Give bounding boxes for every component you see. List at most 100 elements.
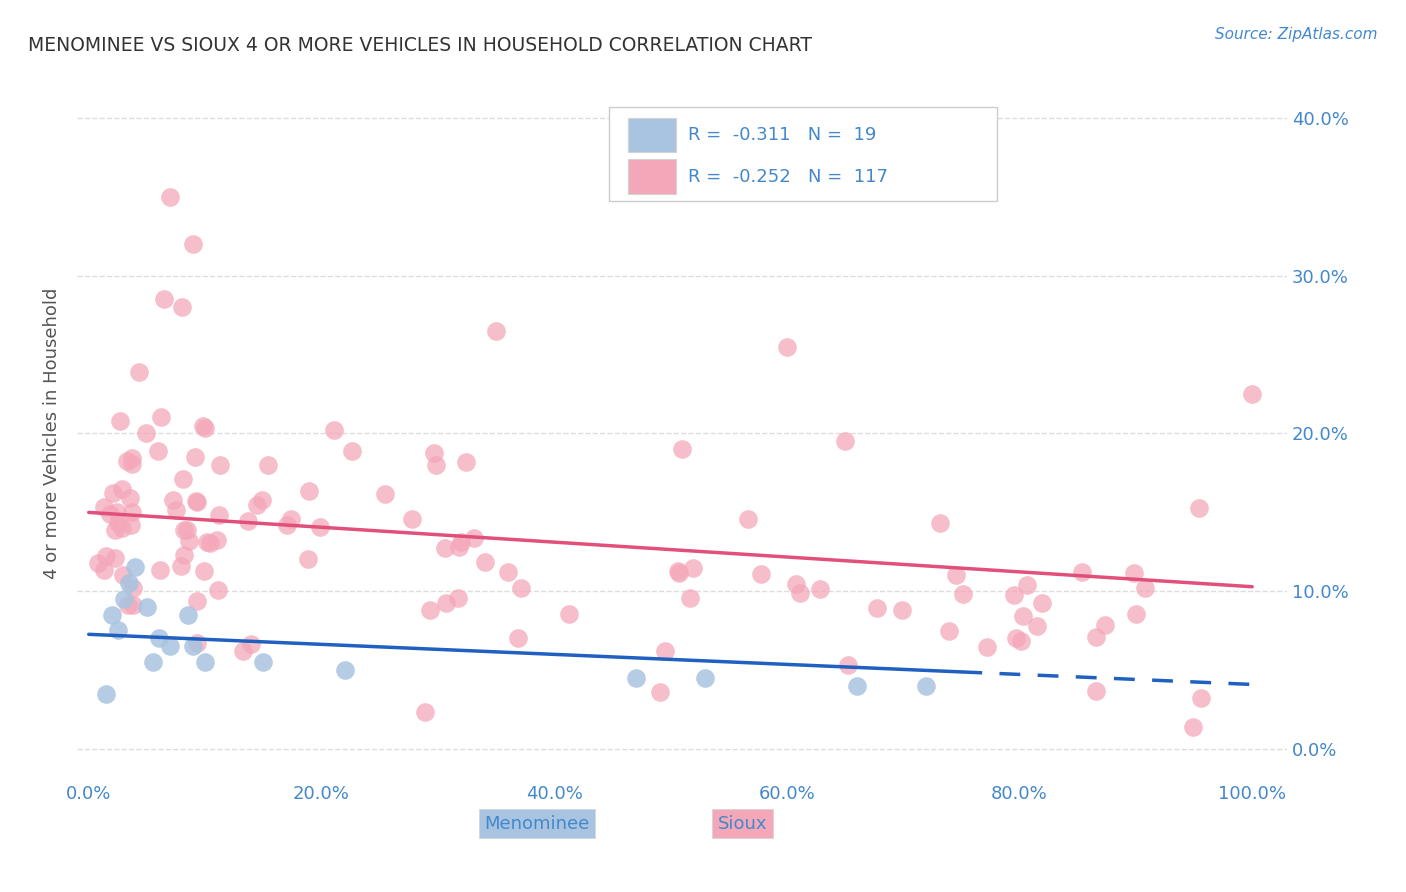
Point [938, 624, 960, 638]
Point [101, 607, 124, 622]
Point [952, 587, 974, 601]
Point [682, 561, 704, 575]
Point [96, 549, 118, 563]
Point [945, 568, 967, 582]
Point [153, 293, 176, 307]
Point [1094, 618, 1116, 632]
Point [194, 655, 217, 669]
Point [668, 566, 690, 581]
Point [1133, 582, 1156, 596]
Point [207, 582, 229, 597]
Point [209, 458, 232, 473]
Point [173, 548, 195, 562]
Point [159, 640, 181, 654]
Point [165, 503, 187, 517]
Point [837, 657, 859, 672]
Point [650, 685, 672, 699]
Point [93, 563, 115, 577]
Point [276, 518, 298, 533]
Point [121, 458, 143, 472]
Point [120, 517, 142, 532]
Point [1026, 618, 1049, 632]
Text: R =  -0.252   N =  117: R = -0.252 N = 117 [688, 168, 889, 186]
Point [434, 596, 457, 610]
Point [496, 565, 519, 579]
Point [1010, 633, 1032, 648]
Point [112, 591, 135, 606]
Point [474, 555, 496, 569]
Point [776, 340, 799, 354]
Point [1084, 684, 1107, 698]
Point [105, 505, 128, 519]
Point [695, 671, 717, 685]
Point [297, 552, 319, 566]
FancyBboxPatch shape [609, 107, 997, 201]
Point [749, 567, 772, 582]
Point [298, 483, 321, 498]
Point [118, 576, 141, 591]
Point [101, 486, 124, 500]
Point [193, 564, 215, 578]
Point [186, 636, 208, 650]
Point [159, 190, 181, 204]
Point [845, 679, 868, 693]
Point [149, 409, 172, 424]
Point [252, 655, 274, 669]
Text: Sioux: Sioux [718, 815, 768, 833]
Point [108, 414, 131, 428]
Point [509, 581, 531, 595]
Point [146, 444, 169, 458]
Point [679, 591, 702, 606]
Point [1004, 631, 1026, 645]
Point [671, 442, 693, 456]
Point [737, 511, 759, 525]
Point [257, 458, 280, 472]
Point [1123, 566, 1146, 580]
Point [419, 603, 441, 617]
Point [447, 591, 470, 606]
Point [434, 541, 457, 555]
Point [128, 365, 150, 379]
Point [463, 531, 485, 545]
Point [162, 493, 184, 508]
Point [654, 644, 676, 658]
Text: R =  -0.311   N =  19: R = -0.311 N = 19 [688, 126, 876, 144]
Point [208, 508, 231, 522]
Point [115, 454, 138, 468]
Point [1015, 578, 1038, 592]
Point [120, 491, 142, 506]
Point [104, 523, 127, 537]
Point [834, 434, 856, 449]
Point [340, 444, 363, 458]
Point [205, 533, 228, 547]
Point [449, 540, 471, 554]
Point [186, 494, 208, 508]
Text: Menominee: Menominee [484, 815, 589, 833]
Point [236, 514, 259, 528]
Point [1012, 609, 1035, 624]
Point [232, 644, 254, 658]
Point [195, 534, 218, 549]
Point [1241, 387, 1264, 401]
Point [401, 512, 423, 526]
Point [121, 450, 143, 465]
Y-axis label: 4 or more Vehicles in Household: 4 or more Vehicles in Household [44, 287, 60, 579]
Point [149, 562, 172, 576]
Point [142, 655, 165, 669]
Point [184, 450, 207, 464]
Point [112, 567, 135, 582]
Text: MENOMINEE VS SIOUX 4 OR MORE VEHICLES IN HOUSEHOLD CORRELATION CHART: MENOMINEE VS SIOUX 4 OR MORE VEHICLES IN… [28, 36, 813, 54]
Point [124, 560, 146, 574]
Point [1189, 691, 1212, 706]
Point [785, 577, 807, 591]
Point [915, 679, 938, 693]
Point [239, 637, 262, 651]
Point [789, 586, 811, 600]
Point [104, 550, 127, 565]
Point [172, 472, 194, 486]
Point [1071, 566, 1094, 580]
Point [121, 506, 143, 520]
Point [111, 521, 134, 535]
Point [121, 581, 143, 595]
Point [450, 535, 472, 549]
